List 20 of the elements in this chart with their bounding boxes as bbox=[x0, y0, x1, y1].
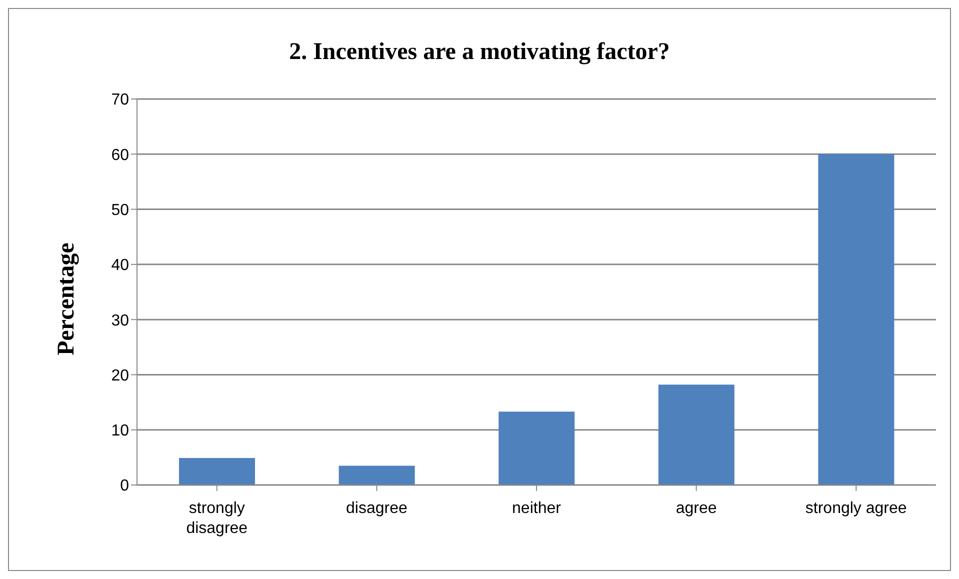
bar bbox=[179, 458, 255, 485]
chart-title: 2. Incentives are a motivating factor? bbox=[288, 39, 671, 66]
y-tick-label: 30 bbox=[111, 312, 130, 330]
bar bbox=[658, 384, 734, 485]
y-tick-label: 50 bbox=[111, 202, 130, 219]
x-tick-label: disagree bbox=[346, 500, 408, 517]
y-tick-label: 20 bbox=[111, 367, 130, 384]
y-tick-label: 0 bbox=[120, 478, 130, 495]
x-tick-label: agree bbox=[676, 500, 717, 517]
y-tick-label: 40 bbox=[111, 257, 130, 274]
y-tick-label: 10 bbox=[111, 422, 130, 440]
x-tick-label: strongly agree bbox=[805, 500, 907, 517]
bar bbox=[498, 412, 575, 485]
y-tick-label: 60 bbox=[111, 146, 130, 164]
y-axis-title: Percentage bbox=[54, 242, 80, 356]
y-tick-label: 70 bbox=[111, 92, 130, 109]
x-tick-label: neither bbox=[512, 500, 562, 517]
bar bbox=[818, 154, 894, 485]
bar bbox=[338, 466, 415, 485]
x-tick-label: strongly disagree bbox=[186, 500, 248, 537]
